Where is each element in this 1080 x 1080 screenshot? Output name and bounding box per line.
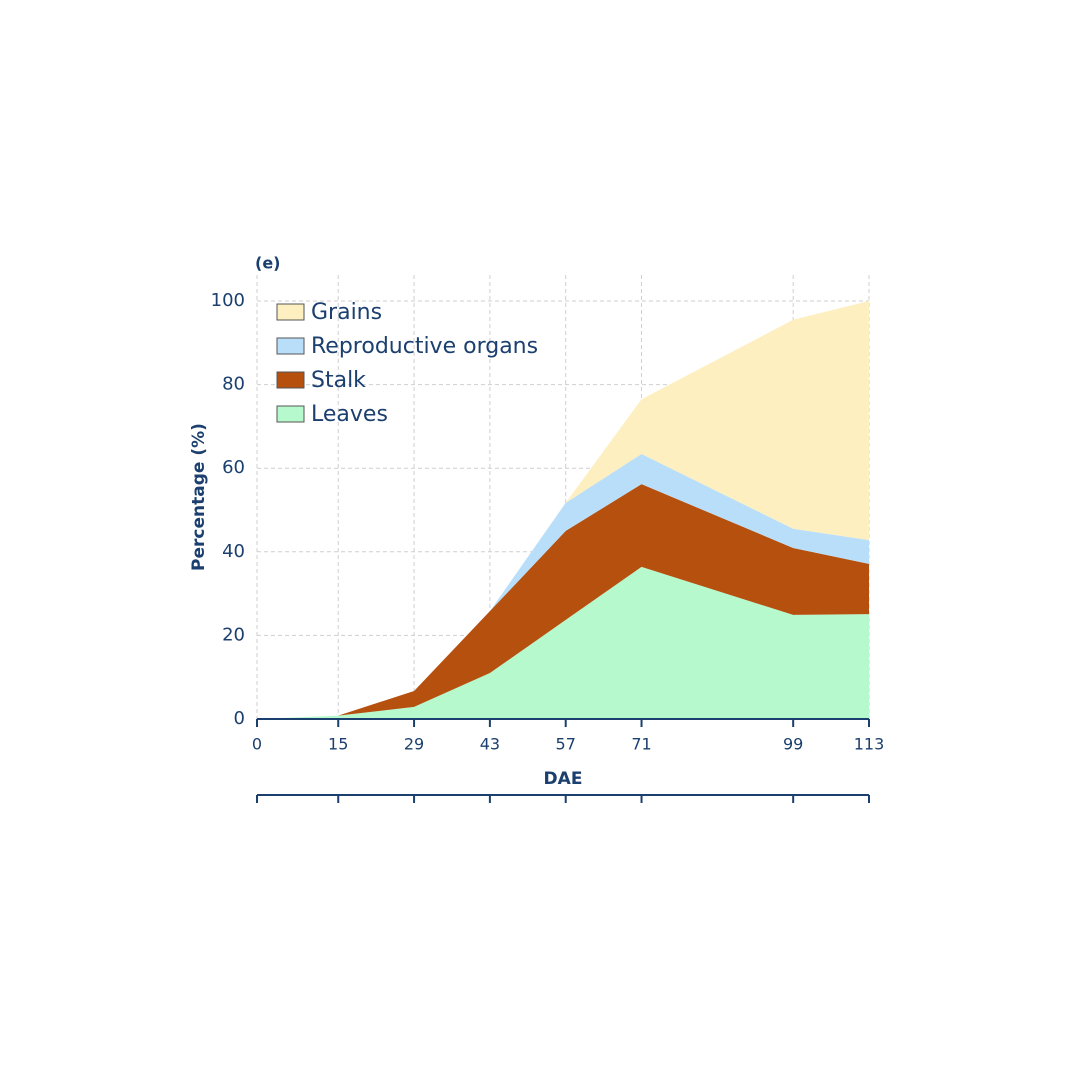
legend-label: Stalk bbox=[311, 368, 366, 393]
y-tick-label: 80 bbox=[222, 374, 245, 395]
legend-label: Leaves bbox=[311, 402, 388, 427]
x-tick-label: 57 bbox=[556, 735, 576, 754]
area bbox=[257, 453, 869, 719]
panel-label: (e) bbox=[255, 254, 280, 273]
legend-label: Reproductive organs bbox=[311, 334, 538, 359]
y-axis-title: Percentage (%) bbox=[189, 423, 209, 571]
x-tick-label: 15 bbox=[328, 735, 348, 754]
area bbox=[257, 301, 869, 719]
y-tick-label: 20 bbox=[222, 624, 245, 645]
legend-swatch bbox=[276, 337, 305, 355]
x-tick-label: 0 bbox=[252, 735, 262, 754]
legend-swatch bbox=[276, 371, 305, 389]
x-tick-label: 43 bbox=[480, 735, 500, 754]
x-tick-label: 113 bbox=[854, 735, 885, 754]
area bbox=[257, 566, 869, 719]
x-axis-title: DAE bbox=[544, 769, 583, 789]
y-tick-label: 100 bbox=[211, 290, 245, 311]
y-tick-label: 40 bbox=[222, 541, 245, 562]
y-tick-label: 0 bbox=[234, 708, 245, 729]
legend-label: Grains bbox=[311, 300, 382, 325]
x-tick-label: 99 bbox=[783, 735, 803, 754]
x-tick-label: 71 bbox=[631, 735, 651, 754]
y-tick-label: 60 bbox=[222, 457, 245, 478]
area bbox=[257, 484, 869, 719]
legend-swatch bbox=[276, 303, 305, 321]
legend-swatch bbox=[276, 405, 305, 423]
x-tick-label: 29 bbox=[404, 735, 424, 754]
